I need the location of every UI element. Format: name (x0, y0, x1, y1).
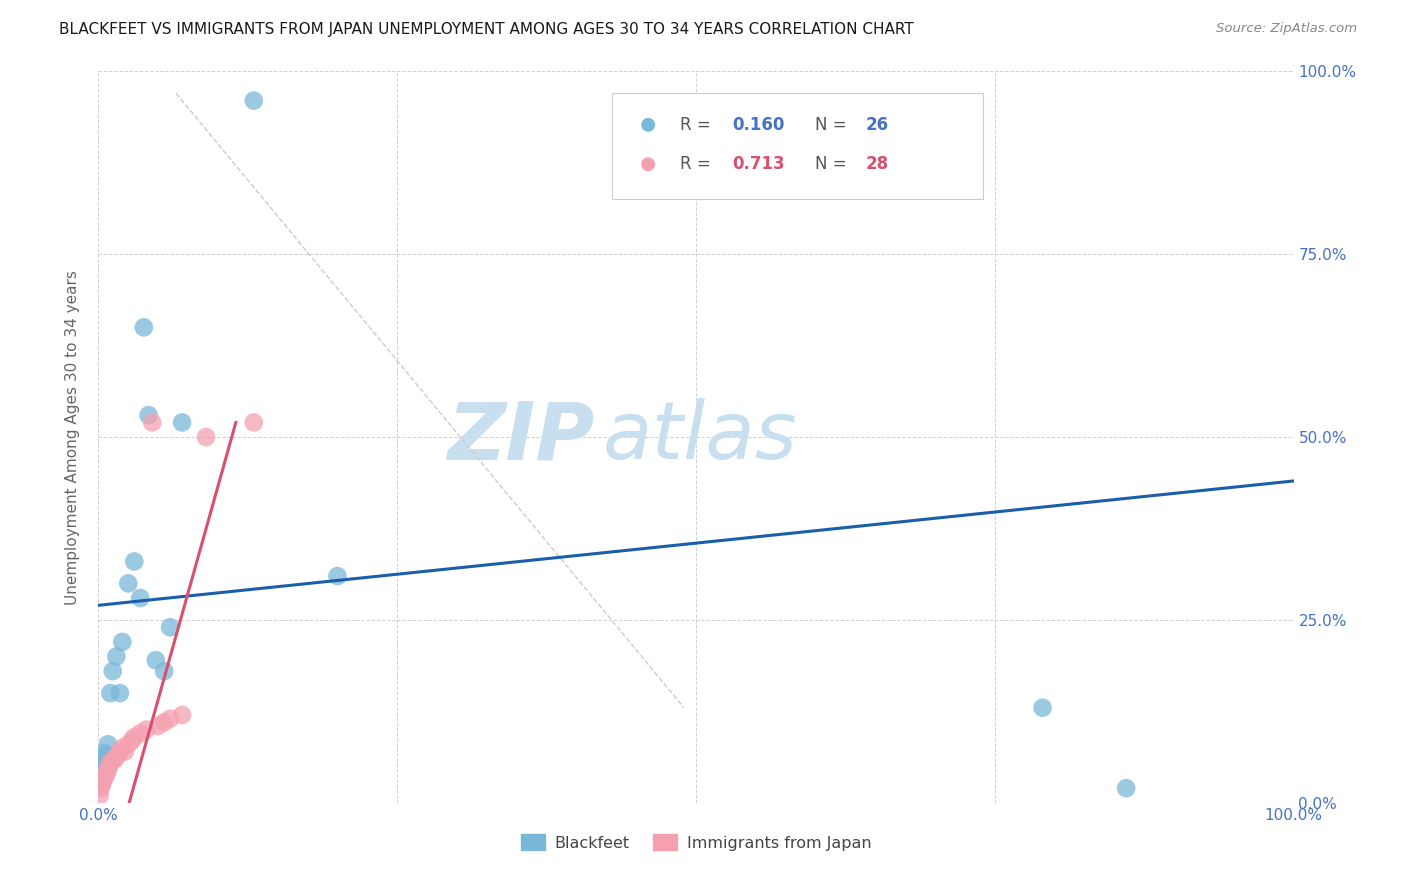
Point (98, 756, 122, 770)
Text: N =: N = (815, 116, 852, 134)
Text: 0.713: 0.713 (733, 155, 785, 173)
Point (97, 737, 120, 751)
Point (107, 748, 129, 763)
Point (148, 719, 170, 733)
Point (1115, 781, 1137, 796)
Point (101, 664, 124, 678)
Y-axis label: Unemployment Among Ages 30 to 34 years: Unemployment Among Ages 30 to 34 years (65, 269, 80, 605)
Point (105, 649, 128, 664)
Point (172, 416, 194, 430)
Point (98, 759, 121, 773)
Point (132, 320, 155, 334)
Point (90, 781, 112, 796)
Point (117, 576, 139, 591)
Point (91, 778, 114, 792)
Point (153, 664, 176, 678)
Point (94, 768, 117, 782)
Text: 0.160: 0.160 (733, 116, 785, 134)
Point (111, 635, 134, 649)
Point (243, 416, 266, 430)
Point (101, 753, 124, 767)
Point (195, 430, 218, 444)
Point (91, 756, 114, 770)
Text: Source: ZipAtlas.com: Source: ZipAtlas.com (1216, 22, 1357, 36)
Point (93, 746, 115, 760)
Point (243, 94, 266, 108)
Point (1032, 700, 1054, 714)
Point (90, 766, 112, 780)
Point (93, 770, 115, 784)
Point (138, 408, 160, 422)
Text: ZIP: ZIP (447, 398, 595, 476)
Point (129, 591, 152, 605)
Point (637, 157, 659, 171)
Text: BLACKFEET VS IMMIGRANTS FROM JAPAN UNEMPLOYMENT AMONG AGES 30 TO 34 YEARS CORREL: BLACKFEET VS IMMIGRANTS FROM JAPAN UNEMP… (59, 22, 914, 37)
Point (159, 712, 181, 726)
Text: R =: R = (681, 116, 717, 134)
Point (145, 653, 167, 667)
Point (129, 726, 152, 740)
Point (135, 723, 157, 737)
Legend: Blackfeet, Immigrants from Japan: Blackfeet, Immigrants from Japan (515, 828, 877, 857)
Text: 28: 28 (866, 155, 889, 173)
Point (121, 733, 143, 747)
Point (104, 752, 127, 766)
Point (117, 737, 139, 751)
Point (108, 745, 131, 759)
Point (111, 740, 134, 755)
Point (172, 708, 194, 723)
Point (124, 554, 146, 568)
Point (159, 620, 181, 634)
Text: N =: N = (815, 155, 852, 173)
Point (153, 715, 176, 730)
Point (89, 789, 111, 803)
Point (97, 763, 120, 777)
Point (91, 752, 114, 766)
Point (124, 730, 146, 744)
Text: atlas: atlas (603, 398, 797, 476)
Point (89, 773, 111, 788)
Point (94, 759, 117, 773)
Point (141, 416, 163, 430)
Point (637, 118, 659, 132)
Point (96, 766, 118, 780)
FancyBboxPatch shape (613, 94, 983, 200)
Point (108, 686, 131, 700)
Point (91, 773, 114, 788)
Point (326, 569, 349, 583)
Point (96, 748, 118, 763)
Point (114, 745, 136, 759)
Text: R =: R = (681, 155, 717, 173)
Text: 26: 26 (866, 116, 889, 134)
Point (98, 686, 122, 700)
